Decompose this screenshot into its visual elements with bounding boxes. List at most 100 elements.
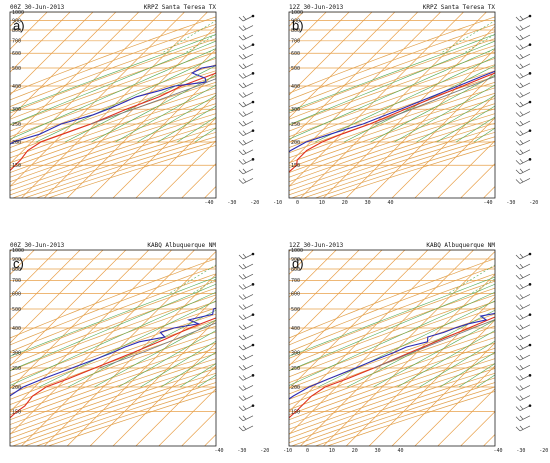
wind-barb	[515, 374, 532, 381]
wind-barb	[515, 14, 532, 22]
temperature-tick-label: -30	[516, 448, 525, 454]
wind-barb	[515, 334, 531, 341]
dry-adiabat-line	[289, 337, 495, 411]
parcel-profile-line	[90, 78, 216, 125]
dry-adiabat-line	[10, 70, 216, 143]
isotherm-line	[289, 12, 350, 73]
dry-adiabat-line	[289, 301, 495, 378]
dry-adiabat-line	[289, 122, 495, 191]
isotherm-line	[158, 140, 216, 198]
station-dot-icon	[528, 129, 532, 132]
temperature-tick-label: -10	[273, 200, 282, 206]
temperature-tick-label: -10	[283, 448, 292, 454]
wind-barb	[238, 304, 254, 310]
temperature-tick-label: 0	[296, 200, 299, 206]
isotherm-line	[460, 411, 495, 446]
isotherm-line	[112, 94, 216, 198]
dry-adiabat-line	[289, 24, 495, 101]
moist-adiabat-line	[115, 84, 216, 143]
sounding-time: 12Z 30-Jun-2013	[289, 4, 344, 11]
dry-adiabat-line	[289, 358, 495, 430]
pressure-tick-label: 900	[291, 257, 300, 263]
dry-adiabat-line	[303, 382, 495, 446]
pressure-tick-label: 800	[12, 267, 21, 273]
isotherm-line	[72, 12, 258, 198]
wind-barb	[515, 178, 531, 184]
pressure-tick-label: 200	[12, 140, 21, 146]
moist-adiabat-line	[419, 340, 495, 388]
pressure-tick-label: 900	[291, 18, 300, 24]
moist-adiabat-line	[373, 319, 495, 388]
wind-barb	[515, 263, 531, 270]
temperature-tick-label: 10	[329, 448, 335, 454]
parcel-profile-line	[373, 319, 495, 369]
temperature-tick-label: -30	[237, 448, 246, 454]
mixing-ratio-line	[471, 278, 495, 294]
mixing-ratio-line	[448, 264, 495, 294]
station-dot-icon	[251, 252, 255, 256]
wind-barb	[238, 343, 255, 351]
dry-adiabat-line	[289, 363, 495, 435]
sounding-time: 00Z 30-Jun-2013	[10, 4, 65, 11]
station-dot-icon	[528, 100, 532, 104]
isotherm-line	[289, 12, 396, 119]
station-dot-icon	[251, 14, 255, 18]
dry-adiabat-line	[289, 353, 495, 425]
isotherm-line	[10, 12, 117, 119]
moist-adiabat-line	[140, 340, 216, 388]
wind-barb	[515, 364, 531, 371]
wind-barb	[515, 354, 531, 361]
dry-adiabat-line	[10, 363, 216, 435]
pressure-tick-label: 300	[291, 350, 300, 356]
moist-adiabat-line	[10, 283, 216, 371]
panel-label: d)	[292, 256, 304, 271]
moist-adiabat-line	[94, 319, 216, 388]
dry-adiabat-line	[289, 118, 495, 187]
wind-barb	[238, 385, 254, 391]
isotherm-line	[10, 12, 140, 142]
dry-adiabat-line	[12, 131, 216, 198]
pressure-tick-label: 300	[291, 107, 300, 113]
wind-barb	[238, 178, 254, 184]
pressure-tick-label: 500	[291, 307, 300, 313]
dry-adiabat-line	[10, 87, 216, 159]
dry-adiabat-line	[289, 347, 495, 421]
wind-barb	[238, 92, 254, 98]
dry-adiabat-line	[289, 108, 495, 178]
wind-barb	[515, 92, 531, 98]
isotherm-line	[529, 250, 550, 446]
station-dot-icon	[528, 404, 532, 407]
wind-barb	[238, 263, 254, 270]
pressure-tick-label: 300	[12, 107, 21, 113]
pressure-tick-label: 700	[291, 39, 300, 45]
dry-adiabat-line	[10, 122, 216, 191]
isotherm-line	[10, 250, 195, 436]
isotherm-line	[529, 12, 550, 198]
temperature-tick-label: -20	[539, 448, 548, 454]
pressure-tick-label: 900	[12, 257, 21, 263]
wind-barb	[515, 283, 532, 290]
wind-barb	[238, 283, 255, 290]
dry-adiabat-line	[289, 87, 495, 159]
temperature-tick-label: -40	[214, 448, 223, 454]
mixing-ratio-line	[207, 47, 216, 54]
pressure-tick-label: 500	[12, 307, 21, 313]
isotherm-line	[10, 12, 48, 50]
moist-adiabat-line	[317, 300, 495, 388]
wind-barb	[515, 404, 532, 411]
pressure-tick-label: 400	[12, 326, 21, 332]
pressure-tick-label: 200	[291, 140, 300, 146]
dry-adiabat-line	[289, 31, 495, 108]
wind-barb	[515, 385, 531, 391]
dry-adiabat-line	[10, 45, 216, 120]
sounding-time: 12Z 30-Jun-2013	[289, 242, 344, 249]
pressure-tick-label: 400	[12, 84, 21, 90]
isotherm-line	[368, 319, 495, 446]
dry-adiabat-line	[10, 358, 216, 430]
wind-barb	[238, 82, 254, 89]
pressure-tick-label: 300	[12, 350, 21, 356]
station-dot-icon	[528, 72, 532, 75]
isotherm-line	[89, 319, 216, 446]
